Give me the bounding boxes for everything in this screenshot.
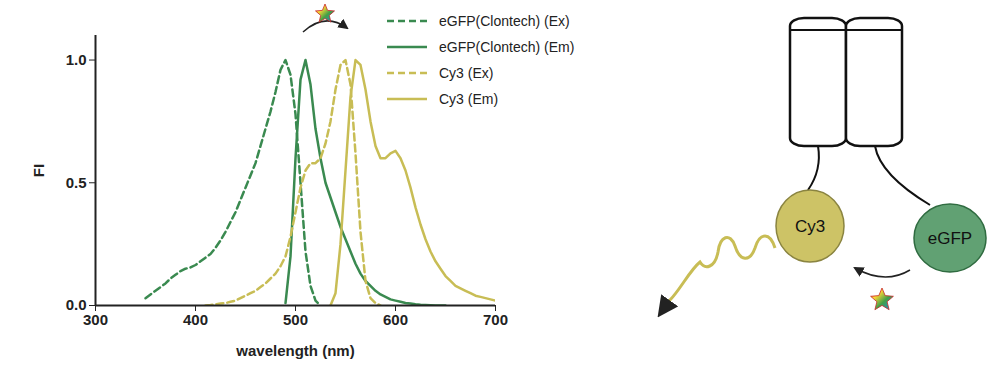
svg-text:300: 300 <box>83 311 108 328</box>
svg-text:0.5: 0.5 <box>66 174 87 191</box>
svg-text:1.0: 1.0 <box>66 51 87 68</box>
svg-text:400: 400 <box>183 311 208 328</box>
svg-text:600: 600 <box>383 311 408 328</box>
svg-text:wavelength (nm): wavelength (nm) <box>235 342 354 359</box>
svg-text:0.0: 0.0 <box>65 296 87 314</box>
html-text:eGFP(Clontech) (Ex): eGFP(Clontech) (Ex) <box>439 13 570 29</box>
svg-text:700: 700 <box>483 311 508 328</box>
html-text:eGFP(Clontech) (Em): eGFP(Clontech) (Em) <box>439 39 575 55</box>
svg-text:Cy3: Cy3 <box>795 217 825 236</box>
html-text:Cy3 (Em): Cy3 (Em) <box>439 91 499 107</box>
svg-text:eGFP: eGFP <box>928 229 972 248</box>
html-text:Cy3 (Ex): Cy3 (Ex) <box>439 65 494 81</box>
svg-text:500: 500 <box>283 311 308 328</box>
svg-text:FI: FI <box>30 164 47 177</box>
